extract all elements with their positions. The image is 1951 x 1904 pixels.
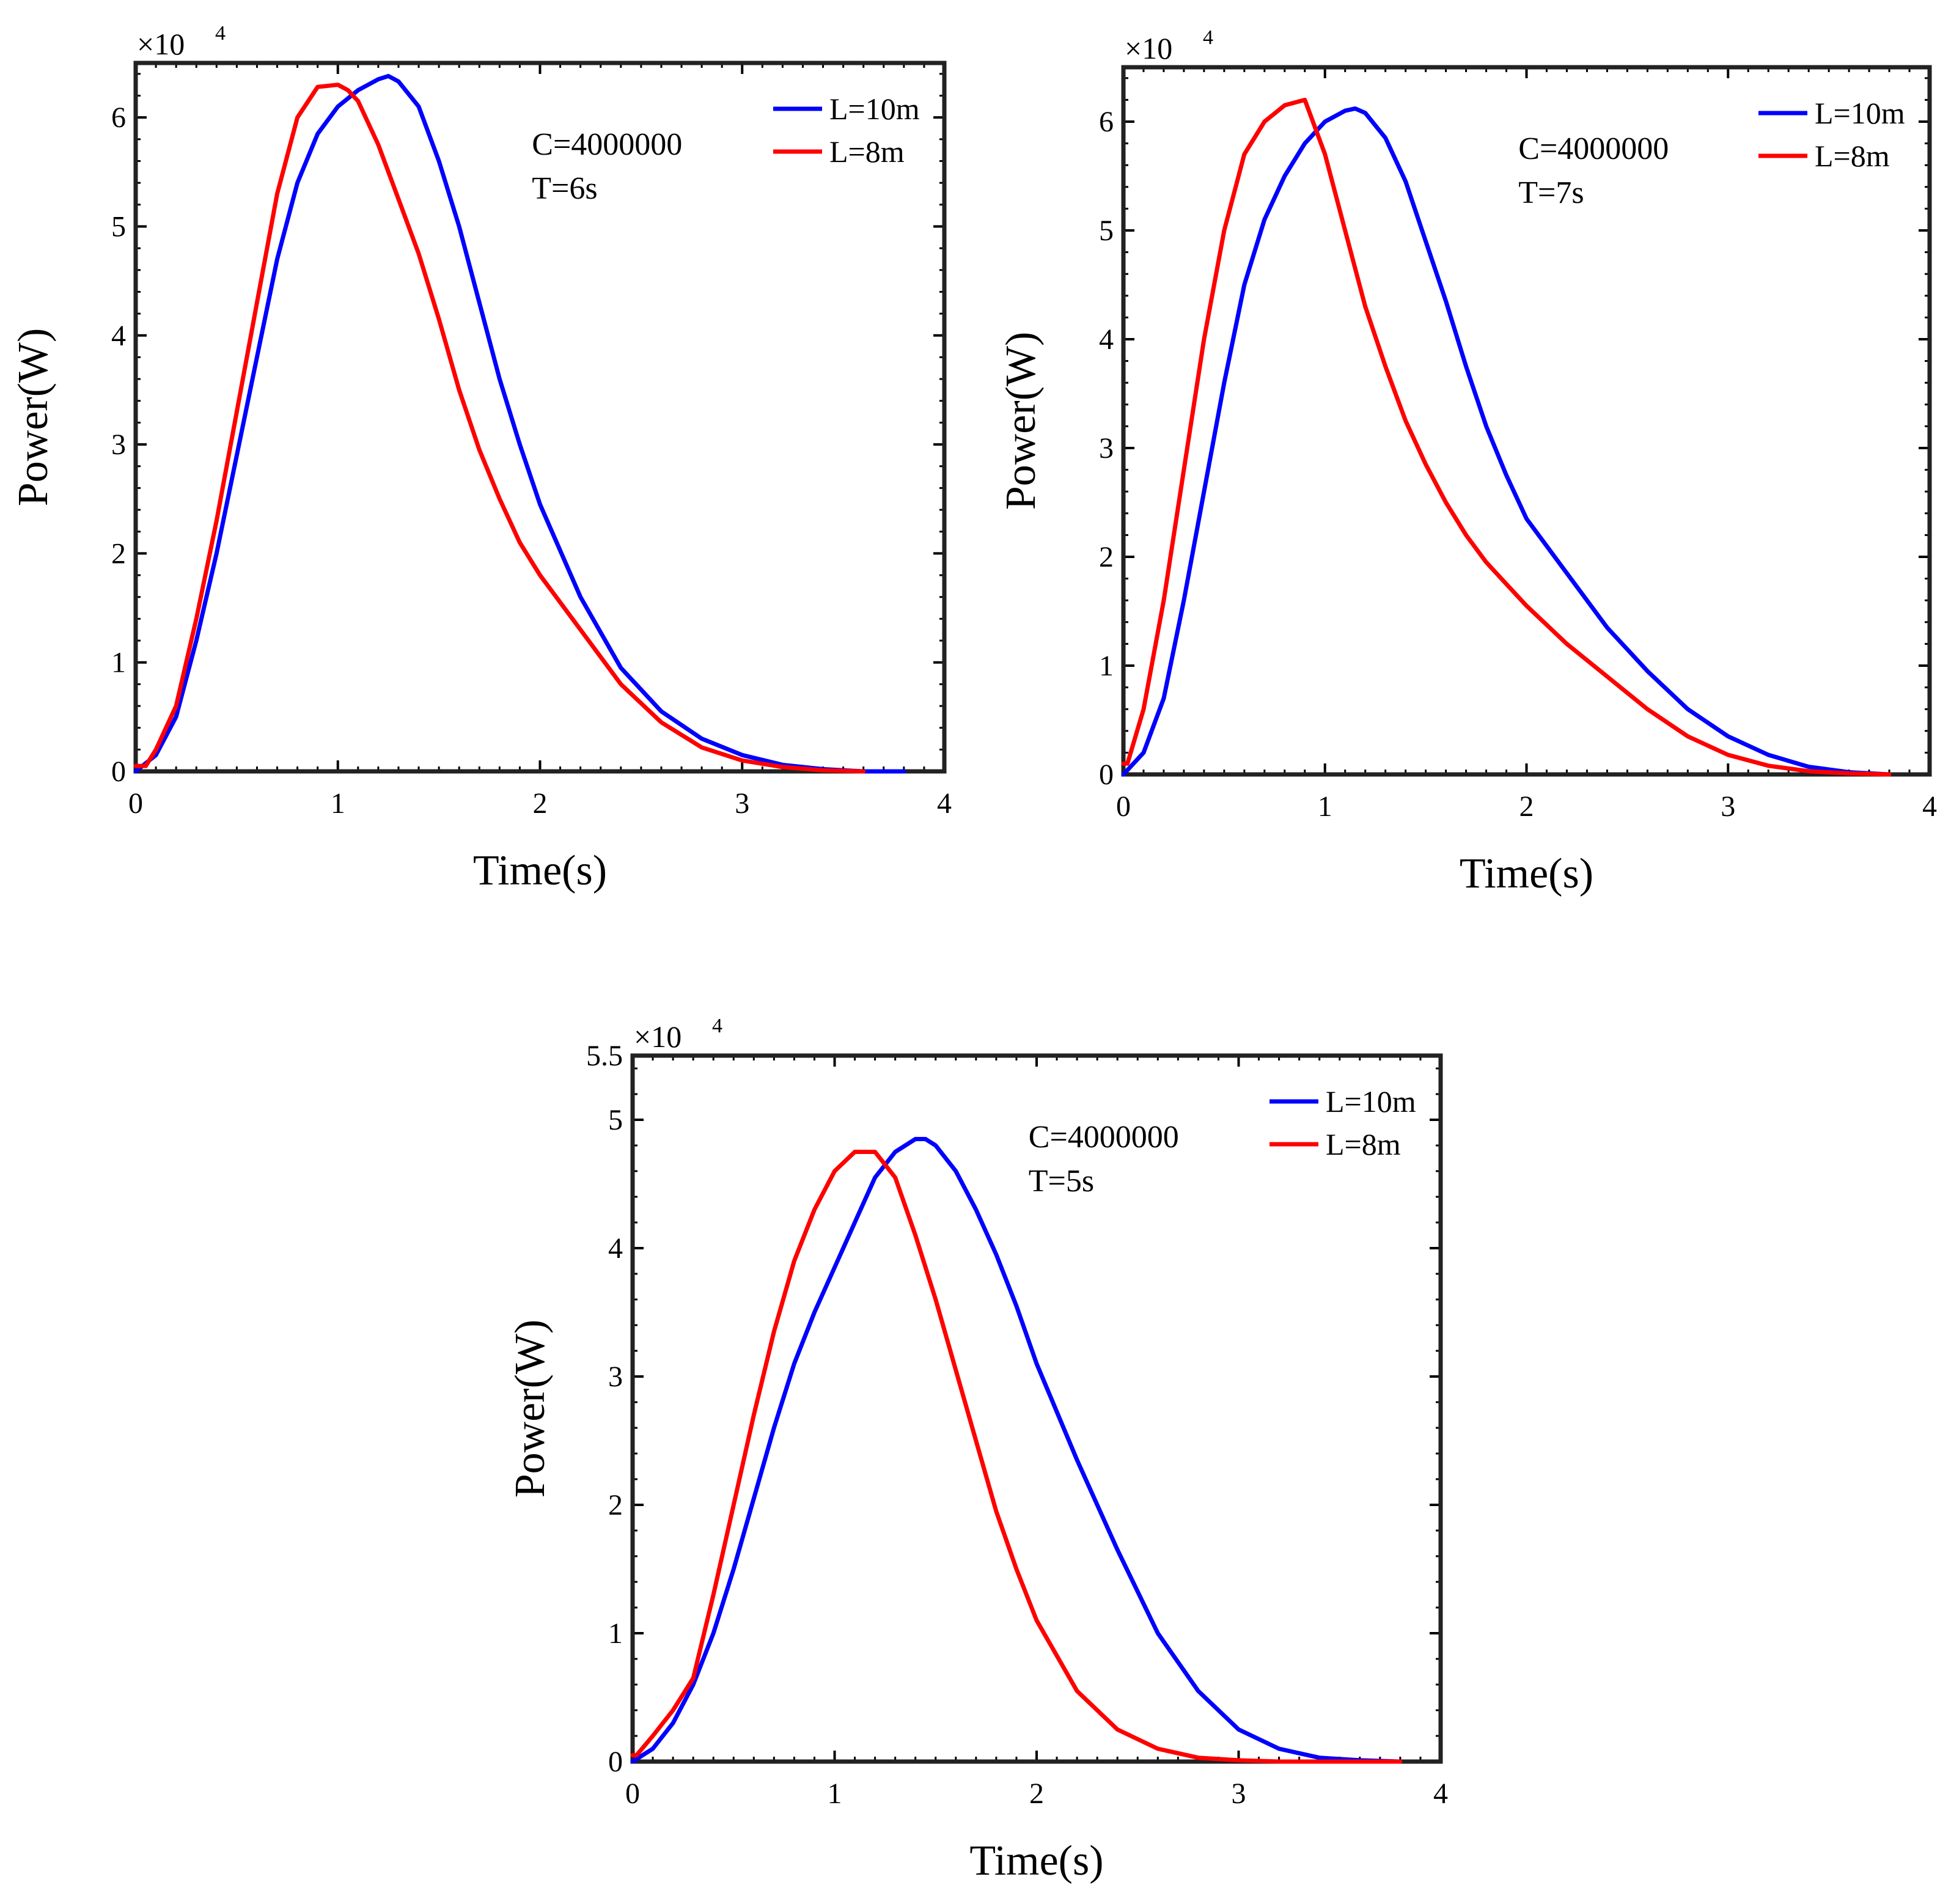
y-axis-label: Power(W) — [10, 328, 57, 507]
x-tick-label: 1 — [1318, 790, 1332, 823]
x-axis-label: Time(s) — [1460, 850, 1593, 897]
series-line-2 — [1121, 97, 1892, 777]
x-tick-label: 4 — [1922, 790, 1937, 823]
x-tick-label: 3 — [1721, 790, 1735, 823]
y-tick-label: 2 — [608, 1489, 623, 1521]
x-tick-label: 0 — [625, 1777, 640, 1810]
y-axis-label: Power(W) — [998, 332, 1045, 510]
x-tick-label: 0 — [1116, 790, 1131, 823]
legend-label: L=8m — [1815, 139, 1890, 173]
y-tick-label: 3 — [111, 428, 126, 461]
y-tick-label: 2 — [1099, 541, 1114, 573]
chart-panel-3: 0 1 2 3 4 0 1 2 3 4 5 5.5 L=10m L=8m C=4000000 T=5s ×10 4… — [507, 1015, 1448, 1884]
y-tick-label: 3 — [1099, 432, 1114, 465]
y-tick-label: 0 — [1099, 759, 1114, 791]
annotation-text: C=4000000 — [1029, 1120, 1179, 1155]
x-tick-label: 2 — [1519, 790, 1534, 823]
annotation-text: C=4000000 — [1518, 131, 1669, 166]
legend-label: L=10m — [1326, 1084, 1416, 1119]
y-multiplier-exponent: 4 — [712, 1015, 722, 1037]
y-tick-label: 3 — [608, 1361, 623, 1393]
x-tick-label: 0 — [128, 787, 143, 820]
y-multiplier-exponent: 4 — [1203, 26, 1213, 49]
legend-label: L=10m — [829, 92, 920, 126]
axes-box — [1121, 65, 1932, 777]
x-tick-label: 4 — [937, 787, 952, 820]
x-tick-label: 2 — [533, 787, 548, 820]
series-line-2 — [630, 1150, 1403, 1764]
annotation-text: T=7s — [1518, 175, 1584, 210]
y-tick-label: 5.5 — [586, 1040, 623, 1072]
y-tick-label: 5 — [111, 210, 126, 243]
y-axis-label: Power(W) — [507, 1320, 554, 1498]
chart-panel-1: 0 1 2 3 4 0 1 2 3 4 5 6 L=10m L=8m C=4000000 T=6s ×10 4 Ti… — [10, 22, 952, 894]
series-line-1 — [133, 73, 906, 774]
x-tick-label: 4 — [1433, 1777, 1448, 1810]
y-multiplier: ×10 — [634, 1020, 682, 1054]
y-tick-label: 1 — [1099, 650, 1114, 682]
y-multiplier: ×10 — [1125, 31, 1172, 65]
y-tick-label: 4 — [1099, 323, 1114, 356]
annotation-text: C=4000000 — [532, 127, 682, 162]
axes-box — [133, 61, 947, 774]
series-line-2 — [133, 83, 866, 774]
x-tick-label: 1 — [331, 787, 345, 820]
y-tick-label: 4 — [608, 1232, 623, 1265]
y-tick-label: 2 — [111, 537, 126, 570]
x-axis-label: Time(s) — [473, 847, 607, 894]
y-multiplier: ×10 — [137, 27, 185, 61]
y-tick-label: 6 — [111, 101, 126, 134]
legend-label: L=10m — [1815, 96, 1905, 130]
chart-panel-2: 0 1 2 3 4 0 1 2 3 4 5 6 L=10m L=8m C=4000000 T=7s ×10 4 Ti… — [998, 26, 1937, 897]
y-multiplier-exponent: 4 — [215, 22, 226, 45]
x-axis-label: Time(s) — [969, 1837, 1103, 1884]
x-tick-label: 2 — [1029, 1777, 1044, 1810]
x-tick-label: 1 — [828, 1777, 842, 1810]
y-tick-label: 0 — [608, 1746, 623, 1778]
y-tick-label: 5 — [1099, 215, 1114, 247]
x-tick-label: 3 — [735, 787, 749, 820]
y-tick-label: 5 — [608, 1104, 623, 1136]
annotation-text: T=6s — [532, 171, 597, 206]
annotation-text: T=5s — [1029, 1164, 1094, 1199]
y-tick-label: 0 — [111, 755, 126, 788]
x-tick-label: 3 — [1232, 1777, 1246, 1810]
y-tick-label: 6 — [1099, 106, 1114, 138]
series-line-1 — [630, 1137, 1403, 1764]
y-tick-label: 1 — [608, 1617, 623, 1650]
legend-label: L=8m — [829, 134, 905, 169]
legend-label: L=8m — [1326, 1127, 1401, 1161]
y-tick-label: 1 — [111, 647, 126, 679]
y-tick-label: 4 — [111, 320, 126, 352]
series-line-1 — [1121, 106, 1892, 777]
axes-box — [630, 1053, 1443, 1764]
